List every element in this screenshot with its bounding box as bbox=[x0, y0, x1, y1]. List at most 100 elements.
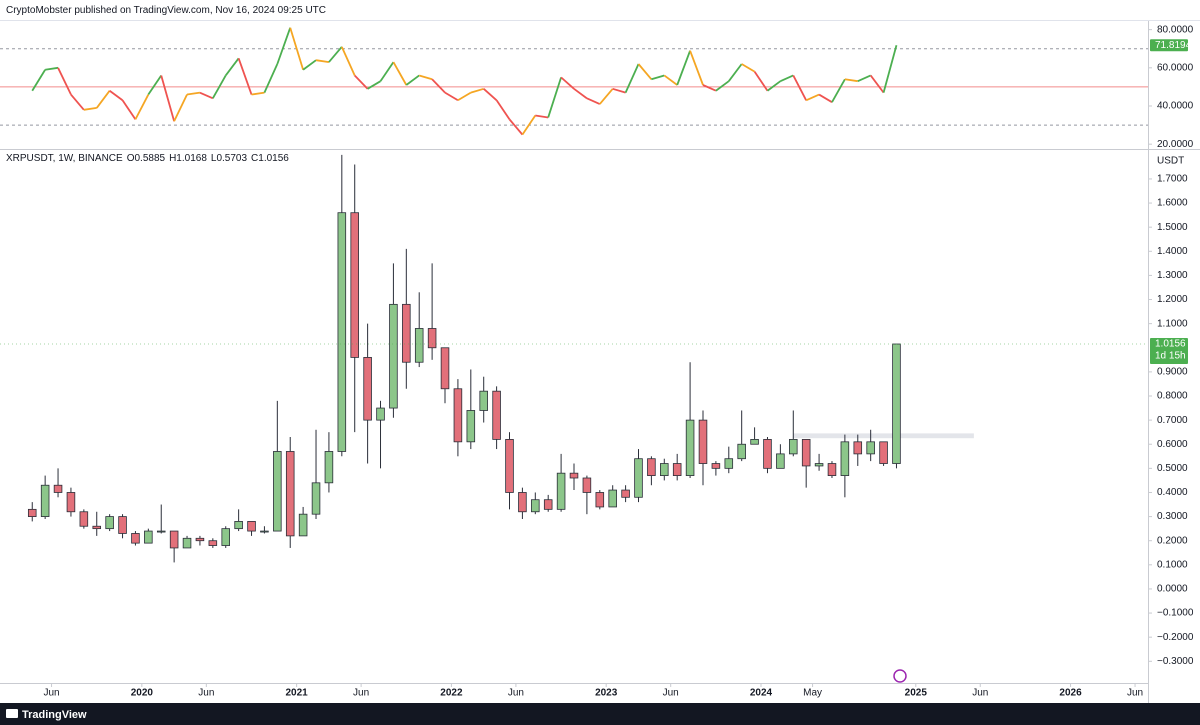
candle-body bbox=[569, 472, 579, 479]
rsi-line bbox=[212, 75, 227, 99]
candle-body bbox=[479, 390, 488, 411]
x-tick-label: Jun bbox=[663, 688, 679, 699]
rsi-line bbox=[483, 88, 498, 101]
candle-body bbox=[311, 482, 321, 515]
candle-body bbox=[79, 511, 89, 527]
rsi-line bbox=[431, 78, 446, 94]
rsi-line bbox=[186, 91, 201, 96]
currency-label: USDT bbox=[1157, 156, 1184, 167]
rsi-line bbox=[780, 74, 794, 83]
rsi-line bbox=[586, 97, 601, 105]
symbol-legend: XRPUSDT, 1W, BINANCE O0.5885 H1.0168 L0.… bbox=[6, 153, 289, 164]
candle-body bbox=[66, 492, 76, 513]
candle-body bbox=[750, 439, 759, 445]
symbol: XRPUSDT, 1W, BINANCE bbox=[6, 153, 123, 164]
candle-body bbox=[337, 212, 347, 452]
rsi-line bbox=[199, 91, 214, 100]
rsi-line bbox=[405, 74, 420, 86]
rsi-line bbox=[689, 50, 704, 86]
candle-body bbox=[298, 513, 308, 537]
rsi-line bbox=[663, 74, 678, 86]
rsi-line bbox=[31, 69, 46, 92]
brand: TradingView bbox=[22, 709, 87, 721]
x-tick-label: 2026 bbox=[1059, 688, 1082, 699]
candle-body bbox=[350, 212, 359, 358]
last-rsi-label-box bbox=[1150, 39, 1188, 52]
candle-body bbox=[634, 458, 643, 498]
y-tick-label: 0.9000 bbox=[1157, 367, 1188, 378]
candle-body bbox=[672, 463, 682, 476]
footer-bar bbox=[0, 703, 1200, 725]
rsi-line bbox=[379, 61, 395, 82]
rsi-line bbox=[96, 90, 111, 109]
x-tick-label: Jun bbox=[508, 688, 524, 699]
y-tick-label: 1.7000 bbox=[1157, 174, 1188, 185]
candle-body bbox=[324, 451, 334, 484]
rsi-line bbox=[702, 84, 717, 92]
candle-body bbox=[376, 407, 385, 421]
candle-body bbox=[879, 441, 888, 464]
candle-body bbox=[144, 530, 153, 544]
y-tick-label: −0.3000 bbox=[1157, 656, 1194, 667]
candle-body bbox=[402, 303, 411, 363]
rsi-line bbox=[573, 88, 588, 100]
rsi-line bbox=[418, 74, 433, 81]
rsi-line bbox=[367, 80, 381, 90]
candle-body bbox=[582, 477, 592, 493]
candle-body bbox=[827, 463, 837, 476]
rsi-line bbox=[869, 74, 885, 94]
x-tick-label: 2021 bbox=[285, 688, 308, 699]
y-tick-label: 0.1000 bbox=[1157, 559, 1188, 570]
y-tick-label: 0.0000 bbox=[1157, 584, 1188, 595]
rsi-line bbox=[263, 63, 279, 94]
rsi-line bbox=[315, 59, 330, 63]
y-tick-label: 60.0000 bbox=[1157, 62, 1194, 73]
ohlc-close: C1.0156 bbox=[251, 153, 289, 164]
candle-body bbox=[118, 516, 127, 534]
last-price-label: 1.0156 bbox=[1155, 339, 1186, 350]
candle-body bbox=[737, 443, 746, 460]
rsi-line bbox=[715, 80, 730, 92]
last-price-label-countdown: 1d 15h bbox=[1155, 351, 1186, 362]
rsi-line bbox=[83, 107, 97, 111]
candle-body bbox=[27, 508, 37, 517]
publisher-note: CryptoMobster published on TradingView.c… bbox=[6, 5, 326, 16]
last-rsi-label: 71.8194 bbox=[1155, 40, 1192, 51]
candle-body bbox=[273, 451, 282, 532]
rsi-line bbox=[766, 80, 781, 92]
candle-body bbox=[711, 463, 721, 469]
rsi-line bbox=[121, 99, 137, 120]
candle-body bbox=[389, 303, 398, 409]
candle-body bbox=[131, 533, 140, 544]
rsi-line bbox=[831, 78, 846, 103]
candle-body bbox=[892, 343, 901, 464]
rsi-line bbox=[857, 74, 872, 83]
rsi-line bbox=[676, 50, 691, 86]
y-tick-label: 0.6000 bbox=[1157, 439, 1188, 450]
rsi-line bbox=[560, 76, 575, 90]
y-tick-label: 1.4000 bbox=[1157, 246, 1188, 257]
x-tick-label: 2024 bbox=[750, 688, 773, 699]
x-tick-label: 2020 bbox=[131, 688, 154, 699]
candle-body bbox=[853, 441, 863, 455]
candle-body bbox=[724, 458, 734, 469]
y-tick-label: 40.0000 bbox=[1157, 101, 1194, 112]
rsi-line bbox=[728, 63, 743, 82]
candle-body bbox=[531, 499, 540, 513]
y-tick-label: 0.7000 bbox=[1157, 415, 1188, 426]
candle-body bbox=[169, 530, 179, 549]
x-tick-label: Jun bbox=[43, 688, 59, 699]
candle-body bbox=[776, 453, 785, 469]
rsi-line bbox=[792, 75, 807, 101]
rsi-line bbox=[302, 59, 317, 71]
candle-body bbox=[505, 439, 514, 493]
candle-body bbox=[518, 492, 527, 513]
rsi-line bbox=[354, 74, 369, 90]
brand-logo bbox=[6, 709, 18, 718]
y-tick-label: 80.0000 bbox=[1157, 24, 1194, 35]
y-tick-label: 0.8000 bbox=[1157, 391, 1188, 402]
candle-body bbox=[453, 388, 463, 443]
candle-body bbox=[156, 530, 166, 533]
